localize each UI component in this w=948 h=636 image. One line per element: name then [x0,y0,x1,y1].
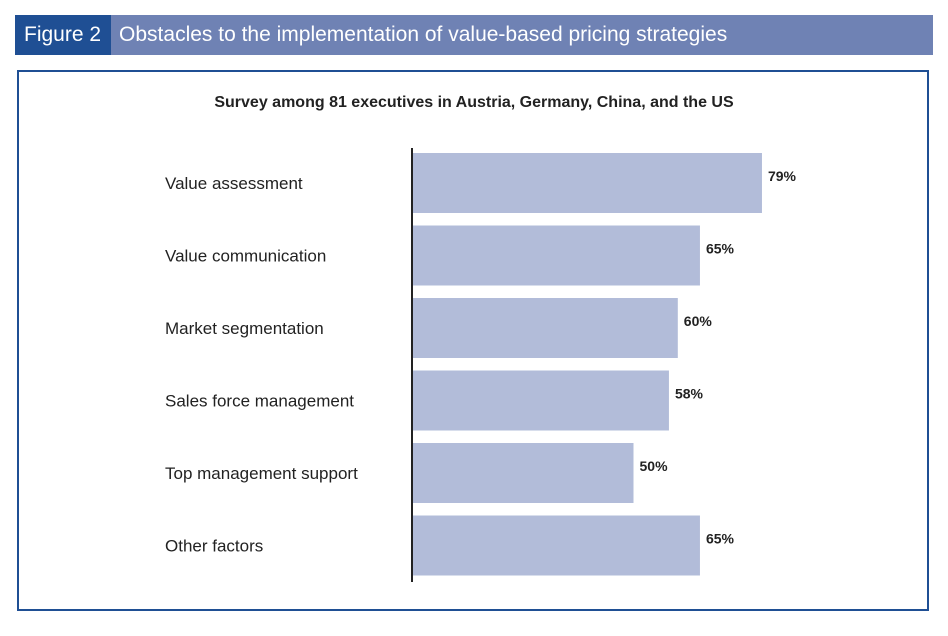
bar-top-management-support [412,443,634,503]
value-label: 50% [640,458,669,474]
bar-value-assessment [412,153,762,213]
category-label: Other factors [165,537,263,556]
chart-subtitle: Survey among 81 executives in Austria, G… [214,94,734,111]
category-label: Value assessment [165,174,303,193]
value-label: 65% [706,241,735,257]
value-label: 60% [684,313,713,329]
chart-frame: Survey among 81 executives in Austria, G… [17,70,929,611]
category-label: Sales force management [165,392,354,411]
figure-header: Figure 2 Obstacles to the implementation… [15,15,933,55]
category-label: Top management support [165,464,358,483]
bar-other-factors [412,515,700,576]
bar-market-segmentation [412,298,678,358]
category-label: Market segmentation [165,319,324,338]
bar-chart: Value assessment 79% Value communication 65… [165,148,797,582]
value-label: 65% [706,531,735,547]
value-label: 79% [768,168,797,184]
figure-number-label: Figure 2 [15,15,112,55]
figure-title: Obstacles to the implementation of value… [119,23,728,46]
category-label: Value communication [165,247,326,266]
value-label: 58% [675,386,704,402]
bar-sales-force-management [412,370,669,431]
bar-value-communication [412,225,700,286]
